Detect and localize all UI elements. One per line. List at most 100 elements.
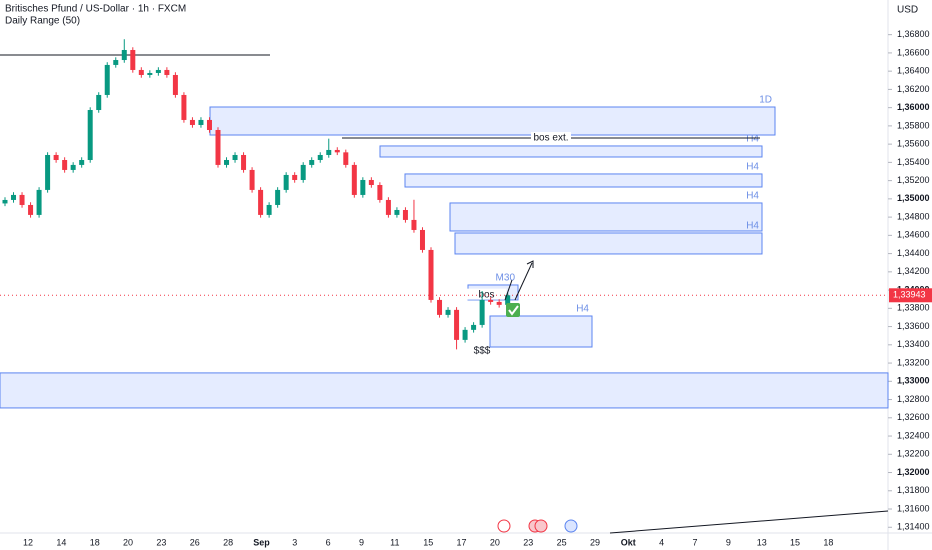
zone: [489, 315, 593, 348]
x-tick-label: 15: [790, 537, 800, 547]
candle-body: [189, 119, 195, 125]
zone: [404, 173, 763, 188]
x-tick-label: 11: [390, 537, 399, 547]
candle-body: [138, 69, 144, 75]
level-label-bg: [531, 132, 571, 144]
level-label: bos: [478, 289, 494, 300]
trend-line: [609, 510, 889, 534]
candle-body: [428, 249, 434, 300]
x-tick-label: 4: [659, 537, 664, 547]
candle-body: [96, 94, 102, 111]
candle-body: [206, 119, 212, 130]
candle-body: [181, 94, 187, 120]
candle-body: [292, 174, 298, 180]
x-tick-label: 9: [726, 537, 731, 547]
y-tick-label: 1,36600: [897, 47, 930, 57]
candle-body: [309, 160, 315, 165]
candle-body: [496, 301, 502, 305]
candle-body: [445, 309, 451, 315]
y-tick-label: 1,34400: [897, 248, 930, 258]
arrow-head: [526, 260, 534, 268]
zone-label: H4: [746, 221, 759, 232]
currency: USD: [897, 5, 918, 16]
candle-body: [266, 204, 272, 215]
zone-label: H4: [746, 162, 759, 173]
y-tick-label: 1,33200: [897, 357, 930, 367]
y-tick-label: 1,36000: [897, 102, 930, 112]
y-tick-label: 1,35000: [897, 193, 930, 203]
check-mark: [508, 305, 519, 316]
x-tick-label: 20: [490, 537, 500, 547]
candle-body: [198, 119, 204, 125]
candle-body: [488, 299, 494, 302]
zone-label: H4: [746, 134, 759, 145]
candle-body: [454, 309, 460, 340]
y-tick-label: 1,32800: [897, 394, 930, 404]
candle-body: [283, 174, 289, 190]
indicator-name: Daily Range (50): [5, 16, 80, 27]
zone-label: H4: [746, 191, 759, 202]
annotation: $$$: [474, 346, 491, 357]
zone: [379, 145, 763, 158]
event-icon: [534, 519, 548, 533]
y-tick-label: 1,35200: [897, 175, 930, 185]
candle-body: [249, 169, 255, 190]
x-tick-label: 15: [423, 537, 433, 547]
candle-body: [45, 154, 51, 190]
y-tick-label: 1,31600: [897, 503, 930, 513]
y-tick-label: 1,32000: [897, 467, 930, 477]
y-tick-label: 1,34200: [897, 266, 930, 276]
event-icon: [497, 519, 511, 533]
candle-body: [36, 189, 42, 215]
candle-body: [104, 64, 110, 95]
zone: [0, 372, 889, 409]
x-tick-label: 9: [359, 537, 364, 547]
y-tick-label: 1,32400: [897, 430, 930, 440]
candle-body: [70, 164, 76, 170]
y-tick-label: 1,34600: [897, 230, 930, 240]
candle-body: [411, 219, 417, 230]
chart-title: Britisches Pfund / US-Dollar · 1h · FXCM: [5, 4, 186, 15]
y-tick-label: 1,32600: [897, 412, 930, 422]
x-tick-label: Okt: [621, 537, 636, 547]
candle-body: [462, 329, 468, 340]
x-tick-label: 28: [223, 537, 233, 547]
candle-body: [258, 189, 264, 215]
x-tick-label: 18: [823, 537, 833, 547]
candle-body: [155, 69, 161, 73]
x-tick-label: 23: [156, 537, 166, 547]
x-tick-label: 13: [757, 537, 767, 547]
candle-body: [87, 110, 93, 161]
candle-body: [215, 129, 221, 165]
candle-body: [317, 154, 323, 161]
candle-body: [368, 179, 374, 185]
x-tick-label: 12: [23, 537, 33, 547]
y-tick-label: 1,33400: [897, 339, 930, 349]
arrow: [514, 262, 533, 301]
candle-body: [300, 164, 306, 180]
zone: [209, 106, 776, 136]
zone-label: H4: [576, 304, 589, 315]
y-tick-label: 1,33600: [897, 321, 930, 331]
candle-body: [232, 154, 238, 161]
zone: [454, 232, 763, 255]
y-tick-label: 1,32200: [897, 449, 930, 459]
y-tick-label: 1,36400: [897, 66, 930, 76]
candle-body: [360, 179, 366, 195]
candle-body: [402, 209, 408, 220]
candle-body: [394, 209, 400, 215]
level-label-bg: [466, 288, 507, 300]
zone-label: M30: [496, 273, 516, 284]
event-icon: [564, 519, 578, 533]
candle-body: [377, 184, 383, 200]
x-tick-label: 14: [56, 537, 66, 547]
candle-body: [419, 229, 425, 250]
last-price-label: 1,33943: [893, 290, 926, 300]
candle-body: [479, 299, 485, 325]
candle-body: [351, 164, 357, 195]
candle-body: [385, 199, 391, 215]
y-tick-label: 1,35400: [897, 157, 930, 167]
x-tick-label: 25: [557, 537, 567, 547]
candle-body: [471, 324, 477, 330]
candle-body: [113, 60, 119, 65]
